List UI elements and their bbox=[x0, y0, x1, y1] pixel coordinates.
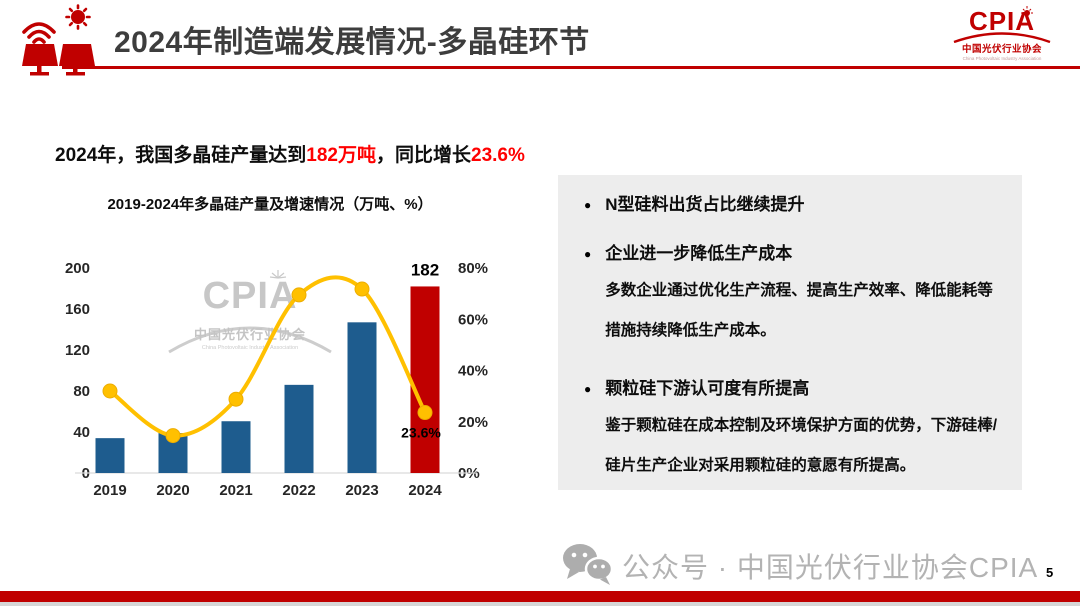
svg-text:20%: 20% bbox=[458, 414, 488, 431]
svg-text:80: 80 bbox=[73, 383, 90, 400]
cpia-logo-text: CPIA bbox=[968, 6, 1036, 36]
cpia-logo-arc bbox=[953, 32, 1051, 43]
key-points-panel: N型硅料出货占比继续提升 企业进一步降低生产成本 多数企业通过优化生产流程、提高… bbox=[558, 175, 1022, 490]
headline: 2024年，我国多晶硅产量达到182万吨，同比增长23.6% bbox=[55, 140, 525, 167]
headline-value-output: 182万吨 bbox=[306, 145, 376, 166]
bullet-title: 颗粒硅下游认可度有所提高 bbox=[605, 379, 810, 398]
svg-text:2019: 2019 bbox=[93, 482, 126, 499]
page-number: 5 bbox=[1046, 565, 1054, 580]
bullet-item-2: 企业进一步降低生产成本 多数企业通过优化生产流程、提高生产效率、降低能耗等措施持… bbox=[584, 243, 1002, 351]
svg-text:200: 200 bbox=[65, 260, 90, 277]
cpia-logo: CPIA 中国光伏行业协会 China Photovoltaic Industr… bbox=[950, 5, 1054, 61]
watermark-sun-icon bbox=[269, 267, 287, 285]
solar-panel-icon bbox=[14, 4, 102, 85]
svg-text:40%: 40% bbox=[458, 363, 488, 380]
polysilicon-output-growth-chart: 040801201602000%20%40%60%80%201920202021… bbox=[65, 260, 488, 499]
bullet-item-3: 颗粒硅下游认可度有所提高 鉴于颗粒硅在成本控制及环境保护方面的优势，下游硅棒/硅… bbox=[584, 378, 1002, 486]
svg-text:182: 182 bbox=[411, 260, 439, 279]
page-title: 2024年制造端发展情况-多晶硅环节 bbox=[114, 26, 590, 59]
watermark-logo-text: CPIA bbox=[202, 275, 298, 317]
bullet-title: 企业进一步降低生产成本 bbox=[605, 244, 793, 263]
svg-text:120: 120 bbox=[65, 342, 90, 359]
headline-value-growth: 23.6% bbox=[471, 145, 525, 166]
svg-text:2022: 2022 bbox=[282, 482, 315, 499]
bullet-title: N型硅料出货占比继续提升 bbox=[605, 195, 805, 214]
svg-text:2023: 2023 bbox=[345, 482, 378, 499]
svg-text:60%: 60% bbox=[458, 311, 488, 328]
chart-title: 2019-2024年多晶硅产量及增速情况（万吨、%） bbox=[107, 196, 433, 213]
svg-text:2021: 2021 bbox=[219, 482, 252, 499]
watermark-en: China Photovoltaic Industry Association bbox=[201, 345, 299, 351]
svg-text:2024: 2024 bbox=[408, 482, 442, 499]
bullet-body: 鉴于颗粒硅在成本控制及环境保护方面的优势，下游硅棒/硅片生产企业对采用颗粒硅的意… bbox=[605, 417, 998, 474]
headline-part2: ，同比增长 bbox=[375, 145, 471, 166]
bullet-icon bbox=[584, 194, 591, 216]
svg-text:23.6%: 23.6% bbox=[401, 425, 441, 441]
watermark-cn: 中国光伏行业协会 bbox=[193, 327, 306, 342]
bullet-icon bbox=[584, 378, 591, 486]
sun-icon bbox=[1020, 5, 1034, 23]
wechat-icon bbox=[560, 542, 616, 591]
svg-text:160: 160 bbox=[65, 301, 90, 318]
bullet-item-1: N型硅料出货占比继续提升 bbox=[584, 194, 1002, 216]
watermark-arc bbox=[168, 326, 332, 354]
bottom-edge bbox=[0, 602, 1080, 606]
svg-text:2020: 2020 bbox=[156, 482, 189, 499]
headline-part1: 2024年，我国多晶硅产量达到 bbox=[55, 145, 307, 166]
title-underline bbox=[62, 66, 1080, 69]
bottom-accent-bar bbox=[0, 591, 1080, 602]
bullet-body: 多数企业通过优化生产流程、提高生产效率、降低能耗等措施持续降低生产成本。 bbox=[605, 282, 993, 339]
svg-text:40: 40 bbox=[73, 424, 90, 441]
svg-text:80%: 80% bbox=[458, 260, 488, 277]
cpia-logo-en: China Photovoltaic Industry Association bbox=[962, 56, 1042, 61]
cpia-logo-cn: 中国光伏行业协会 bbox=[961, 44, 1042, 55]
footer-watermark-text: 公众号 · 中国光伏行业协会CPIA bbox=[622, 552, 1039, 583]
cpia-watermark: CPIA 中国光伏行业协会 China Photovoltaic Industr… bbox=[168, 270, 332, 354]
bullet-icon bbox=[584, 243, 591, 351]
